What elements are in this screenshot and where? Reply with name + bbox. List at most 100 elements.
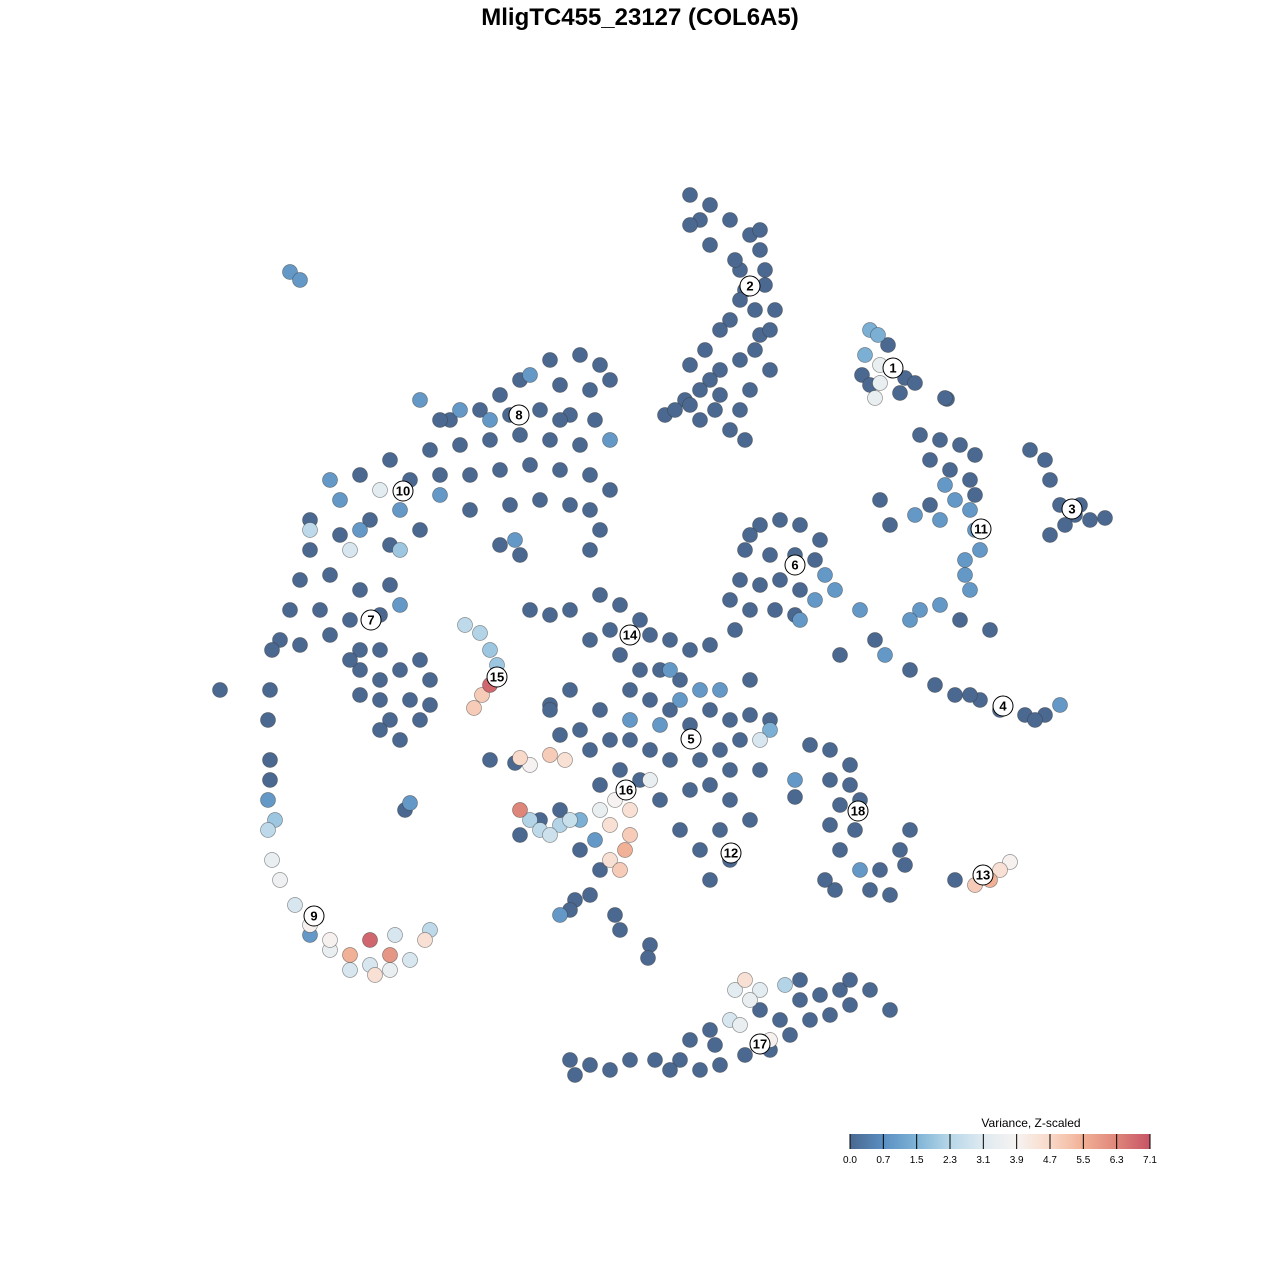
data-point bbox=[264, 852, 280, 868]
cluster-label-badge bbox=[882, 357, 904, 379]
data-point bbox=[562, 602, 578, 618]
data-point bbox=[802, 1012, 818, 1028]
data-point bbox=[592, 862, 608, 878]
data-point bbox=[1042, 472, 1058, 488]
data-point bbox=[732, 732, 748, 748]
data-point bbox=[742, 527, 758, 543]
data-point bbox=[822, 817, 838, 833]
data-point bbox=[742, 992, 758, 1008]
data-point bbox=[542, 432, 558, 448]
data-point bbox=[782, 1027, 798, 1043]
data-point bbox=[502, 497, 518, 513]
data-point bbox=[587, 832, 603, 848]
data-point bbox=[732, 572, 748, 588]
data-point bbox=[842, 757, 858, 773]
data-point bbox=[422, 672, 438, 688]
data-point bbox=[922, 452, 938, 468]
data-point bbox=[907, 507, 923, 523]
data-point bbox=[692, 382, 708, 398]
data-point bbox=[522, 812, 538, 828]
data-point bbox=[727, 252, 743, 268]
data-point bbox=[602, 432, 618, 448]
cluster-label-badge bbox=[739, 275, 761, 297]
data-point bbox=[567, 1067, 583, 1083]
data-point bbox=[672, 692, 688, 708]
cluster-label-5: 5 bbox=[680, 728, 702, 750]
points-layer bbox=[212, 187, 1113, 1083]
cluster-label-text: 3 bbox=[1068, 502, 1075, 517]
data-point bbox=[482, 642, 498, 658]
data-point bbox=[512, 547, 528, 563]
data-point bbox=[392, 542, 408, 558]
cluster-label-badge bbox=[392, 480, 414, 502]
data-point bbox=[352, 662, 368, 678]
data-point bbox=[482, 432, 498, 448]
data-point bbox=[957, 567, 973, 583]
data-point bbox=[962, 687, 978, 703]
data-point bbox=[682, 397, 698, 413]
data-point bbox=[882, 517, 898, 533]
data-point bbox=[302, 542, 318, 558]
data-point bbox=[967, 487, 983, 503]
data-point bbox=[542, 827, 558, 843]
data-point bbox=[697, 342, 713, 358]
data-point bbox=[342, 962, 358, 978]
data-point bbox=[492, 537, 508, 553]
cluster-label-text: 6 bbox=[791, 558, 798, 573]
data-point bbox=[617, 842, 633, 858]
data-point bbox=[387, 927, 403, 943]
data-point bbox=[762, 362, 778, 378]
data-point bbox=[832, 982, 848, 998]
data-point bbox=[302, 522, 318, 538]
data-point bbox=[322, 627, 338, 643]
data-point bbox=[412, 522, 428, 538]
data-point bbox=[462, 502, 478, 518]
data-point bbox=[682, 357, 698, 373]
data-point bbox=[702, 237, 718, 253]
data-point bbox=[747, 342, 763, 358]
data-point bbox=[352, 467, 368, 483]
data-point bbox=[612, 762, 628, 778]
cluster-label-17: 17 bbox=[749, 1033, 771, 1055]
data-point bbox=[822, 1007, 838, 1023]
data-point bbox=[512, 750, 528, 766]
data-point bbox=[852, 602, 868, 618]
data-point bbox=[757, 262, 773, 278]
data-point bbox=[817, 872, 833, 888]
legend-tick-label: 1.5 bbox=[910, 1155, 924, 1166]
data-point bbox=[342, 652, 358, 668]
legend-tick-label: 2.3 bbox=[943, 1155, 957, 1166]
data-point bbox=[842, 972, 858, 988]
data-point bbox=[832, 842, 848, 858]
cluster-label-text: 12 bbox=[724, 846, 738, 861]
data-point bbox=[507, 532, 523, 548]
cluster-label-text: 1 bbox=[889, 361, 896, 376]
cluster-label-badge bbox=[615, 779, 637, 801]
data-point bbox=[847, 822, 863, 838]
data-point bbox=[1082, 512, 1098, 528]
data-point bbox=[260, 792, 276, 808]
data-point bbox=[587, 412, 603, 428]
data-point bbox=[582, 467, 598, 483]
data-point bbox=[562, 812, 578, 828]
data-point bbox=[762, 322, 778, 338]
data-point bbox=[902, 662, 918, 678]
data-point bbox=[832, 647, 848, 663]
data-point bbox=[707, 1037, 723, 1053]
data-point bbox=[562, 497, 578, 513]
data-point bbox=[892, 385, 908, 401]
data-point bbox=[572, 842, 588, 858]
data-point bbox=[602, 817, 618, 833]
legend-tick-label: 7.1 bbox=[1143, 1155, 1157, 1166]
data-point bbox=[672, 672, 688, 688]
data-point bbox=[882, 887, 898, 903]
data-point bbox=[362, 512, 378, 528]
data-point bbox=[457, 617, 473, 633]
data-point bbox=[562, 1052, 578, 1068]
data-point bbox=[1097, 510, 1113, 526]
data-point bbox=[842, 997, 858, 1013]
data-point bbox=[742, 812, 758, 828]
data-point bbox=[542, 607, 558, 623]
